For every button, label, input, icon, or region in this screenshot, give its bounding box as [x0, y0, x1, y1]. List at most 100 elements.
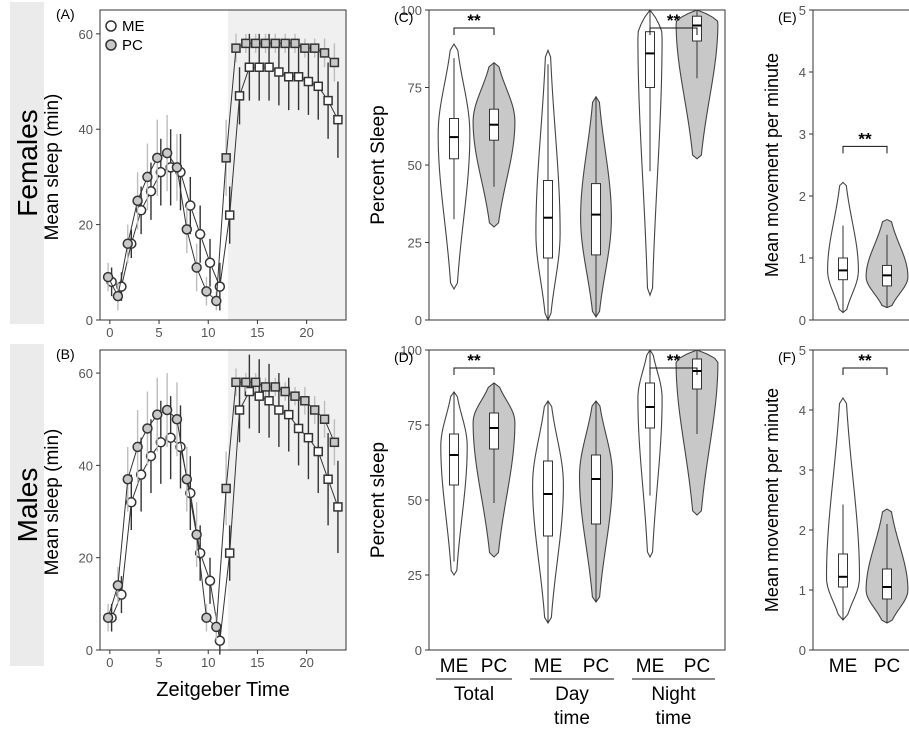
chart-b-point-pc [241, 377, 251, 388]
chart-d-ytick-label: 50 [408, 493, 422, 508]
chart-b-xtick-label: 15 [250, 655, 264, 670]
chart-b-frame [99, 349, 347, 651]
chart-a-point-pc [241, 38, 251, 49]
chart-b-point-pc [290, 391, 300, 401]
chart-b-point-me [274, 405, 284, 415]
chart-c-ylabel: Percent Sleep [368, 105, 389, 224]
chart-a-point-pc [102, 271, 114, 283]
chart-a-frame [99, 9, 347, 321]
chart-f-frame [812, 349, 909, 651]
chart-a-point-pc [221, 153, 231, 163]
chart-e: 0 1 2 3 4 5(E) Mean movement per minute ** [762, 3, 909, 328]
row-band-females [10, 2, 44, 324]
chart-a-point-me [194, 228, 206, 240]
chart-d-ytick-label: 0 [415, 643, 422, 658]
chart-d-box [591, 454, 601, 525]
chart-b-point-me [116, 589, 127, 600]
chart-d-xtick-label: ME [534, 656, 563, 677]
chart-c-significance-label: ** [467, 11, 481, 30]
chart-d-ytick-label: 25 [408, 568, 422, 583]
chart-e-ytick-label: 1 [799, 251, 806, 266]
chart-d-group-label: Day time [554, 684, 590, 729]
chart-b-xtick-label: 5 [155, 655, 162, 670]
chart-c-ytick-label: 50 [408, 158, 422, 173]
chart-b: 0 20 40 60 0 5 10 15 20 (B) Mean sleep (min) Zeitge… [42, 346, 347, 701]
chart-c-box [543, 180, 553, 259]
chart-a-point-pc [122, 238, 133, 249]
chart-b-xtick-label: 0 [106, 655, 113, 670]
chart-c: 0 25 50 75 100(C) Percent Sleep ** ** [368, 3, 726, 328]
chart-b-point-pc [191, 529, 202, 540]
chart-d-box [543, 460, 553, 537]
chart-b-point-pc [211, 621, 222, 633]
chart-b-point-me [194, 547, 206, 559]
chart-f-xtick-label: ME [829, 656, 858, 677]
chart-d-significance-bracket [649, 367, 698, 375]
chart-f: 0 1 2 3 4 5(F) Mean movement per minute ** ME PC [762, 343, 909, 677]
chart-a-point-pc [211, 295, 222, 307]
chart-a-point-pc [142, 171, 153, 183]
chart-d-group-label-word: time [656, 708, 692, 729]
chart-d-group-label: Night time [651, 684, 696, 729]
chart-b-point-pc [112, 580, 124, 591]
chart-a-point-pc [171, 162, 183, 173]
chart-c-significance-label: ** [667, 11, 681, 30]
chart-b-point-pc [122, 473, 133, 485]
chart-d-box [489, 412, 499, 450]
row-label-males: Males [12, 468, 43, 543]
chart-d-ylabel: Percent sleep [368, 442, 389, 558]
chart-a-point-pc [152, 152, 163, 164]
chart-c-ytick-label: 25 [408, 236, 422, 251]
chart-b-point-me [234, 405, 245, 415]
chart-f-ytick-label: 1 [799, 583, 806, 598]
chart-f-ytick-label: 3 [799, 463, 806, 478]
chart-a-point-pc [260, 38, 271, 49]
chart-a-point-pc [181, 224, 193, 235]
chart-a-xtick-label: 0 [106, 325, 113, 340]
chart-a-point-pc [300, 43, 310, 53]
chart-e-ylabel: Mean movement per minute [762, 53, 782, 277]
chart-a-point-me [145, 185, 157, 197]
chart-b-xtick-label: 10 [201, 655, 215, 670]
chart-a-ytick-label: 20 [79, 218, 93, 233]
chart-b-point-me [264, 396, 274, 406]
legend-marker-me [105, 20, 117, 32]
chart-f-ytick-label: 0 [799, 643, 806, 658]
chart-a-point-pc [250, 38, 261, 49]
chart-a-point-me [224, 210, 235, 220]
chart-a-point-me [155, 166, 167, 178]
chart-b-night-shade [227, 350, 346, 650]
chart-a-point-me [303, 76, 314, 87]
chart-a-ytick-label: 60 [79, 27, 93, 42]
chart-e-ytick-label: 5 [799, 3, 806, 18]
chart-f-ytick-label: 4 [799, 403, 806, 418]
row-band-males [10, 344, 44, 666]
chart-f-ytick-label: 2 [799, 523, 806, 538]
chart-d-significance-label: ** [467, 351, 481, 370]
chart-d-group-label-word: Day [555, 684, 589, 705]
chart-d-xtick-label: ME [636, 656, 665, 677]
chart-a-point-pc [161, 147, 173, 159]
chart-a-point-pc [290, 38, 300, 49]
chart-a-point-me [333, 114, 343, 125]
chart-b-point-me [155, 437, 167, 448]
chart-c-ytick-label: 100 [400, 3, 422, 18]
chart-c-panel-letter: (C) [394, 9, 413, 25]
chart-a-point-me [264, 62, 274, 72]
chart-e-panel-letter: (E) [778, 9, 797, 25]
chart-f-significance-label: ** [858, 351, 872, 370]
chart-b-point-me [126, 497, 137, 508]
chart-b-point-pc [201, 612, 212, 623]
chart-a-point-me [204, 257, 216, 269]
chart-d-box [449, 433, 459, 486]
chart-a-ytick-label: 40 [79, 122, 93, 137]
chart-e-frame [812, 9, 909, 321]
chart-a-point-me [244, 62, 255, 72]
chart-b-point-me [313, 446, 324, 457]
chart-b-xlabel: Zeitgeber Time [156, 679, 289, 701]
chart-d: 0 25 50 75 100(D) Percent sleep ** ** ME PC ME PC ME… [368, 343, 726, 729]
chart-a-night-shade [227, 10, 346, 320]
chart-b-point-pc [171, 413, 183, 425]
chart-b-point-me [214, 635, 226, 647]
chart-a-point-pc [191, 262, 202, 273]
